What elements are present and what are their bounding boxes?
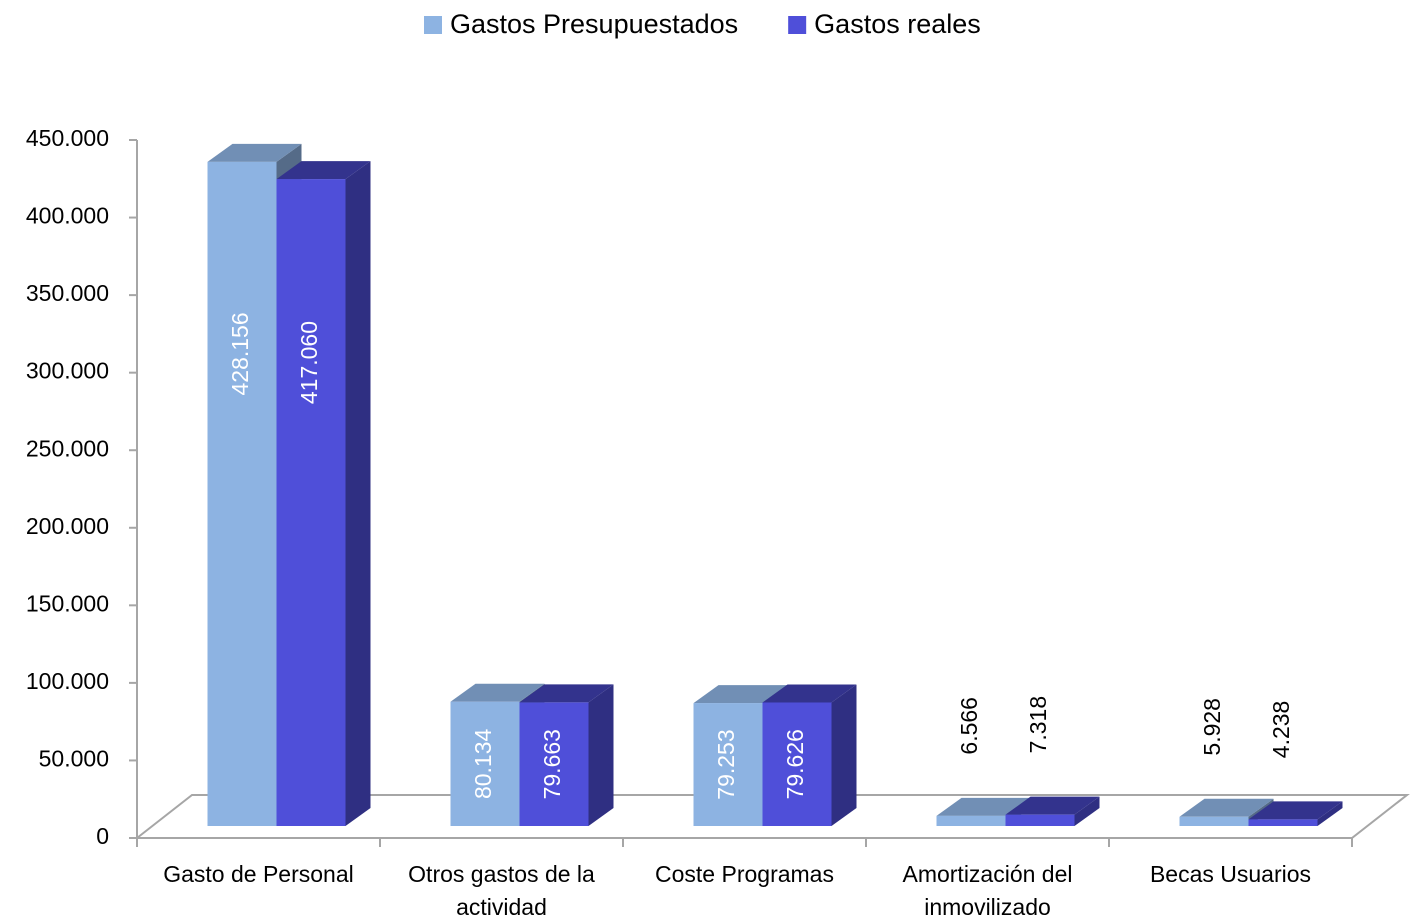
bar-side <box>831 684 857 826</box>
bar <box>936 815 1006 826</box>
value-label: 80.134 <box>470 728 496 799</box>
y-tick-label: 150.000 <box>26 590 109 616</box>
bar <box>1179 816 1249 826</box>
value-label: 79.626 <box>782 729 808 799</box>
legend-label: Gastos Presupuestados <box>450 9 738 39</box>
x-tick-label: Otros gastos de la actividad <box>408 861 595 920</box>
bar-top <box>276 161 371 180</box>
value-label: 4.238 <box>1268 701 1294 759</box>
value-label: 428.156 <box>227 312 253 395</box>
legend-label: Gastos reales <box>814 9 981 39</box>
y-tick-label: 250.000 <box>26 435 109 461</box>
bar <box>276 179 346 826</box>
y-tick-label: 100.000 <box>26 668 109 694</box>
x-tick-label: Coste Programas <box>655 861 834 887</box>
value-label: 6.566 <box>956 697 982 755</box>
bar <box>762 702 832 826</box>
bar-top <box>450 683 545 702</box>
bar-side <box>1317 801 1343 826</box>
bar-top <box>936 797 1031 816</box>
value-label: 417.060 <box>296 321 322 404</box>
bar <box>450 701 520 826</box>
x-tick-label: Gasto de Personal <box>163 861 354 887</box>
floor <box>134 794 1410 839</box>
bar-top <box>1179 798 1274 817</box>
value-label: 79.663 <box>539 729 565 799</box>
bar <box>1248 819 1318 826</box>
bar-side <box>588 684 614 826</box>
value-label: 7.318 <box>1025 696 1051 754</box>
x-tick-label: Amortización del inmovilizado <box>902 861 1073 920</box>
legend-swatch <box>424 16 442 34</box>
bar-top <box>1005 796 1100 815</box>
y-tick-label: 0 <box>96 823 109 849</box>
bar-top <box>762 684 857 703</box>
bar-side <box>1074 796 1100 826</box>
legend-swatch <box>788 16 807 34</box>
bar-side <box>345 161 371 826</box>
x-tick-label: Becas Usuarios <box>1149 861 1312 887</box>
bar <box>1005 814 1075 826</box>
y-tick-label: 450.000 <box>26 125 109 151</box>
y-tick-label: 350.000 <box>26 280 109 306</box>
y-tick-label: 200.000 <box>26 513 109 539</box>
y-tick-label: 50.000 <box>39 746 109 772</box>
bar <box>693 703 763 826</box>
bar-top <box>1248 801 1343 820</box>
value-label: 79.253 <box>713 729 739 799</box>
bar-top <box>519 684 614 703</box>
value-label: 5.928 <box>1199 698 1225 756</box>
y-tick-label: 300.000 <box>26 358 109 384</box>
y-tick-label: 400.000 <box>26 203 109 229</box>
bar <box>207 161 277 827</box>
bar-top <box>207 143 302 162</box>
bar-top <box>693 685 788 704</box>
bar <box>519 702 589 826</box>
